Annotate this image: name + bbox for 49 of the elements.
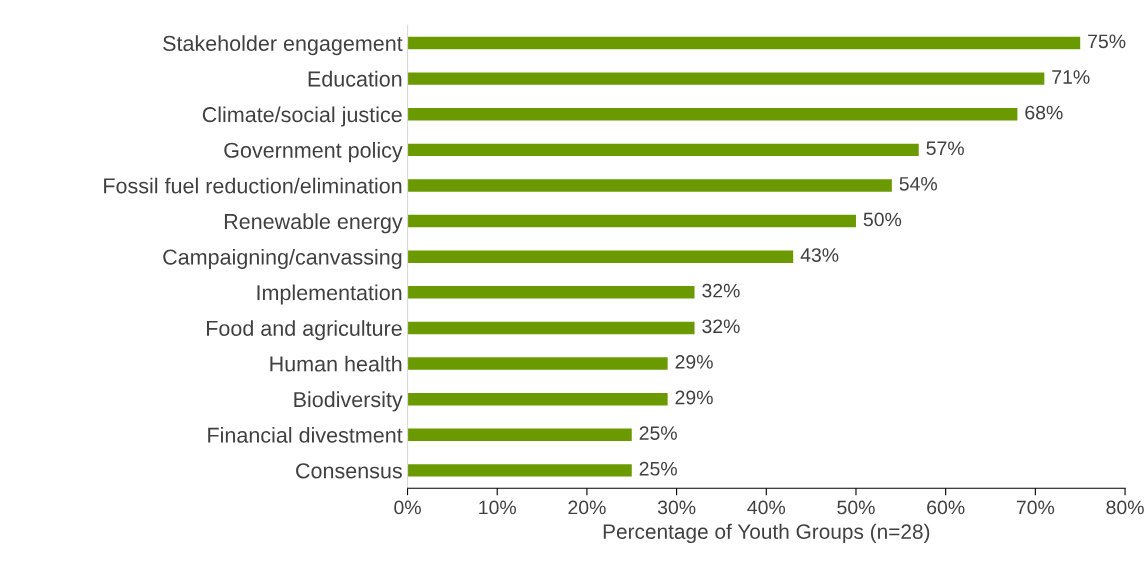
- data-label: 29%: [675, 390, 713, 405]
- bar: [407, 72, 1045, 85]
- x-tick-label: 80%: [1106, 500, 1144, 515]
- bar: [407, 250, 794, 263]
- data-label: 68%: [1025, 105, 1063, 120]
- data-label: 57%: [926, 141, 964, 156]
- y-tick-label: Campaigning/canvassing: [163, 248, 402, 269]
- bar: [407, 464, 632, 477]
- x-tick-label: 60%: [927, 500, 965, 515]
- x-axis-title: Percentage of Youth Groups (n=28): [603, 523, 930, 544]
- bar: [407, 214, 856, 228]
- bar: [407, 392, 668, 406]
- y-tick-label: Education: [308, 70, 402, 87]
- data-label: 25%: [639, 461, 677, 476]
- bar: [407, 36, 1081, 50]
- x-tick-label: 70%: [1016, 500, 1055, 515]
- bar: [407, 143, 919, 157]
- data-label: 32%: [702, 283, 740, 298]
- y-tick-label: Consensus: [296, 463, 402, 479]
- bar: [407, 179, 892, 192]
- bar: [407, 357, 668, 370]
- data-label: 75%: [1088, 34, 1126, 49]
- data-label: 32%: [702, 319, 740, 334]
- data-label: 71%: [1052, 70, 1090, 84]
- y-tick-label: Fossil fuel reduction/elimination: [104, 177, 402, 194]
- bar: [407, 321, 695, 335]
- bar: [407, 428, 632, 442]
- y-tick-label: Renewable energy: [224, 213, 403, 234]
- x-tick-label: 0%: [394, 500, 421, 515]
- y-tick-label: Human health: [270, 355, 402, 372]
- data-label: 29%: [675, 355, 713, 369]
- y-tick-label: Government policy: [224, 142, 403, 163]
- data-label: 25%: [639, 426, 677, 440]
- bar: [407, 108, 1018, 121]
- x-tick-label: 50%: [837, 500, 875, 515]
- y-tick-label: Implementation: [257, 284, 402, 305]
- y-tick-label: Biodiversity: [294, 391, 403, 412]
- bar: [407, 286, 695, 299]
- x-tick-label: 10%: [479, 500, 516, 515]
- x-tick-label: 30%: [657, 500, 696, 515]
- data-label: 54%: [899, 177, 938, 191]
- y-tick-label: Financial divestment: [208, 426, 403, 443]
- data-label: 50%: [863, 212, 902, 227]
- x-tick-label: 40%: [747, 500, 786, 515]
- x-tick-label: 20%: [568, 500, 606, 515]
- y-tick-label: Stakeholder engagement: [163, 35, 403, 56]
- y-tick-label: Climate/social justice: [202, 106, 402, 127]
- y-tick-label: Food and agriculture: [207, 320, 402, 341]
- data-label: 43%: [800, 248, 839, 262]
